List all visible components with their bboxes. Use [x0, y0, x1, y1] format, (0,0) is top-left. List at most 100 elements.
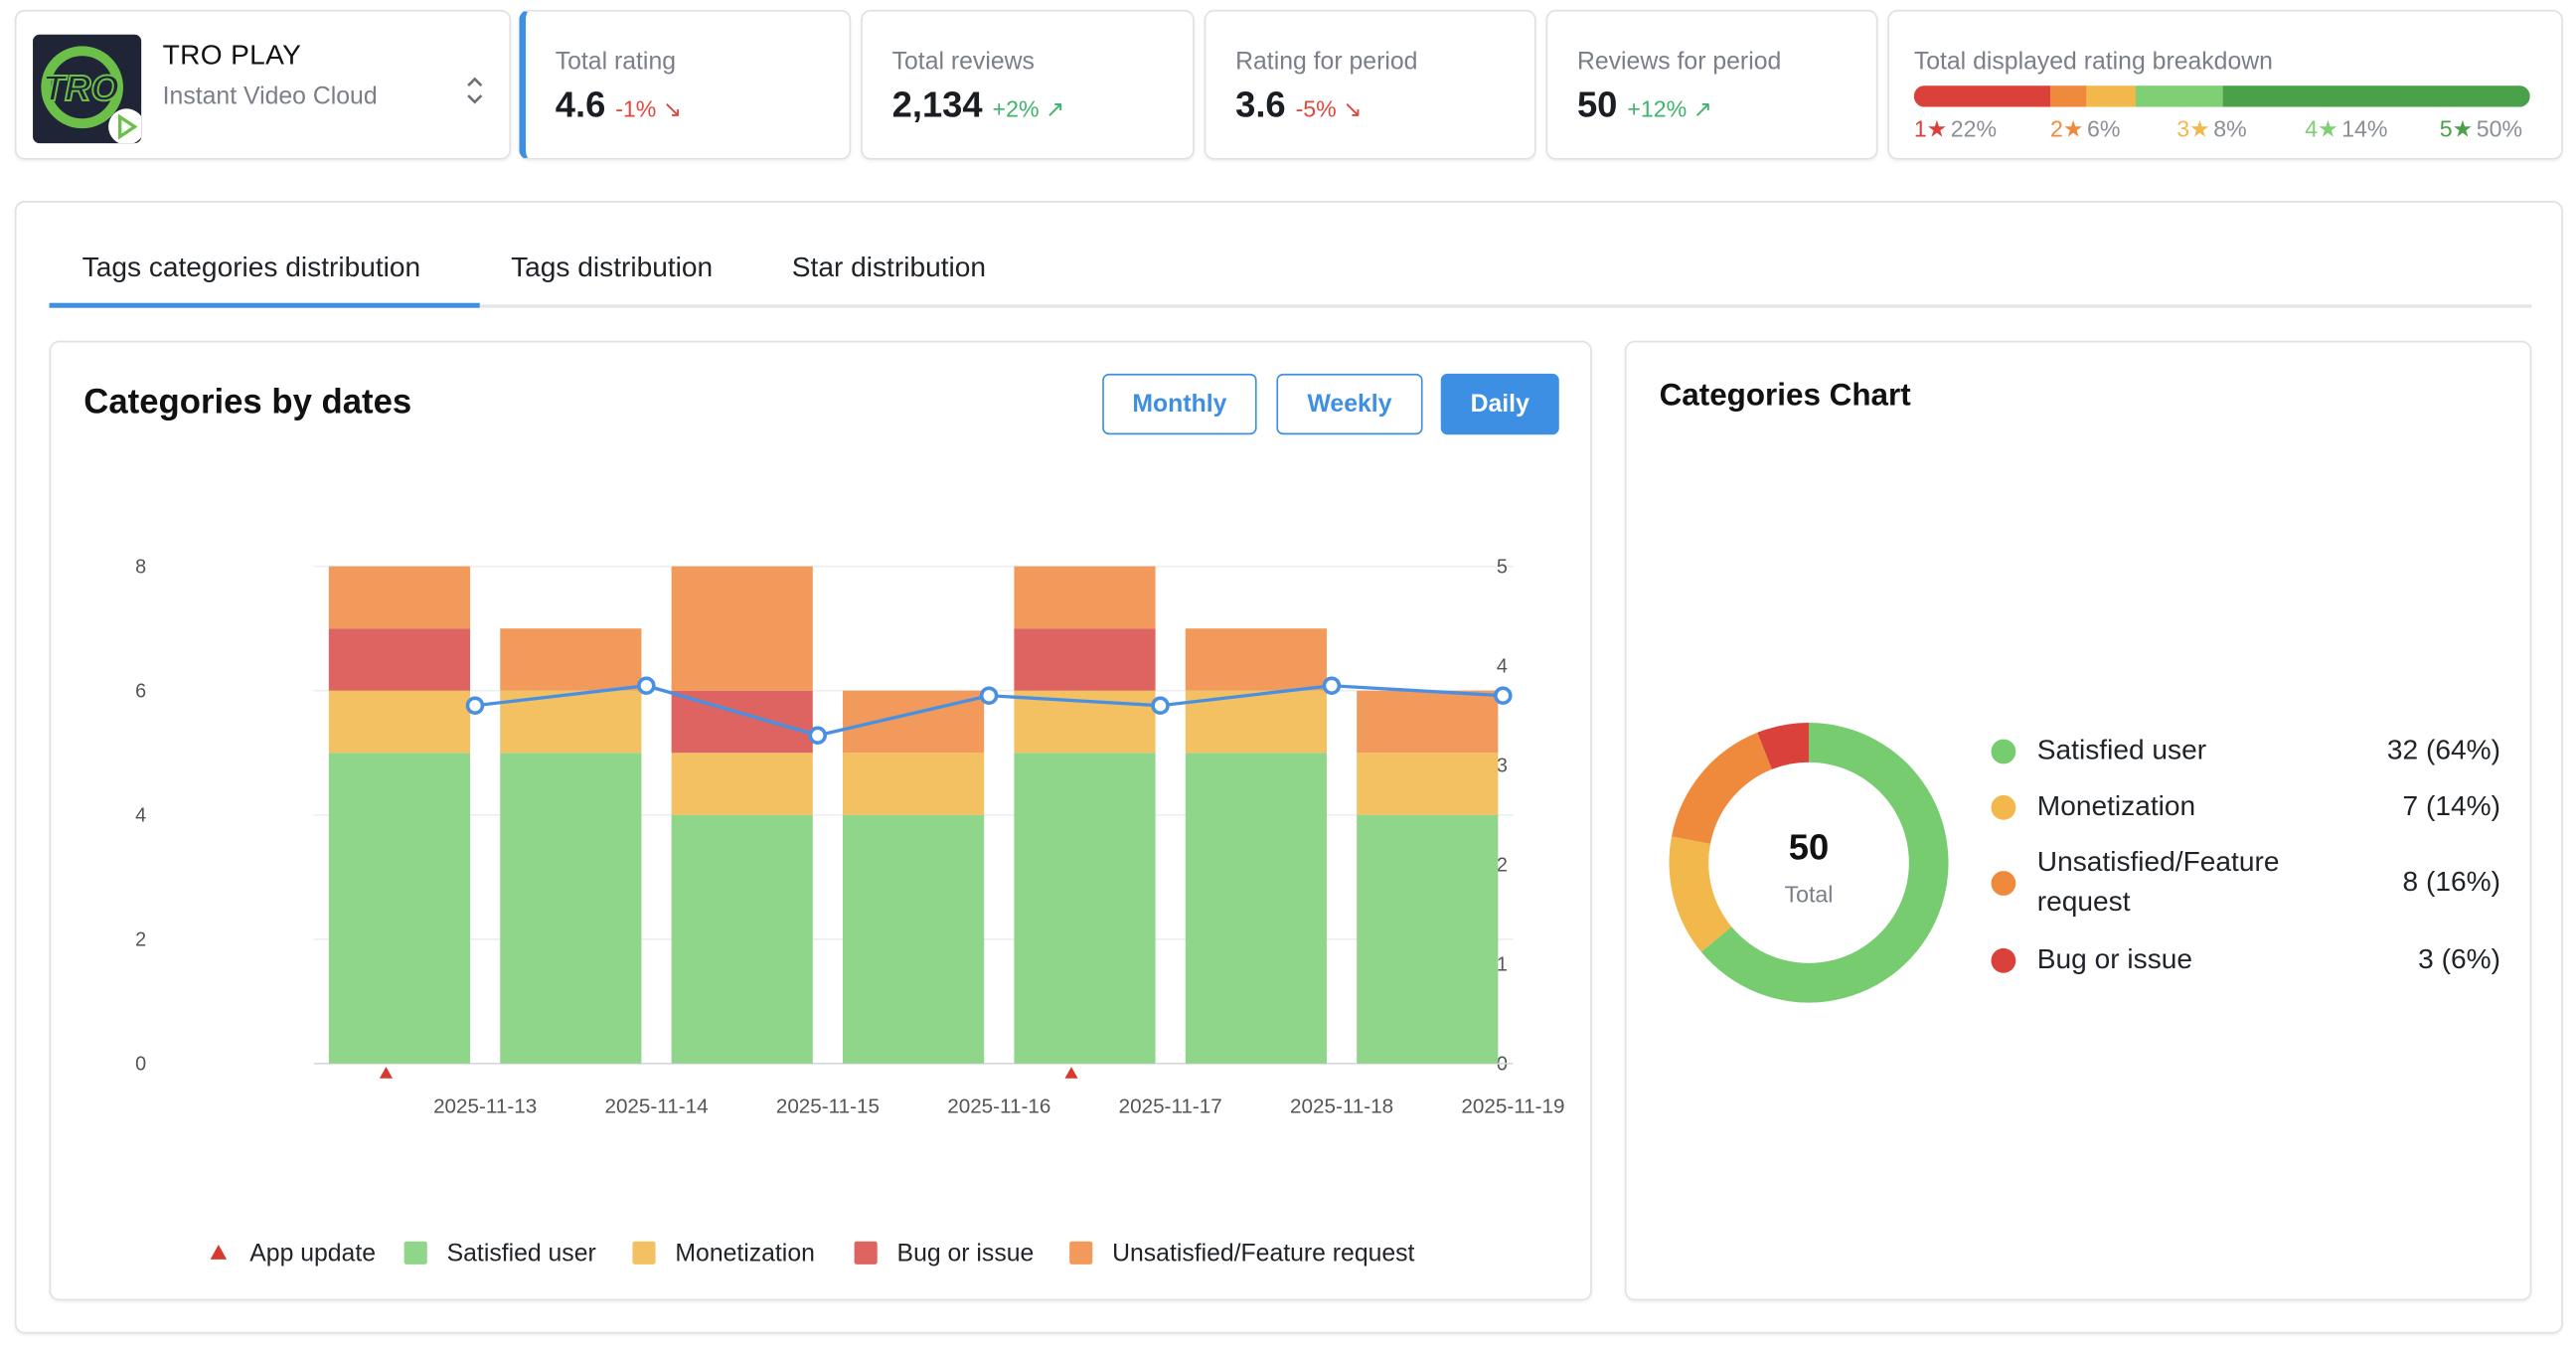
stat-label: Total reviews: [891, 48, 1035, 77]
bar-segment-monetization[interactable]: [843, 753, 985, 815]
bar-segment-unsatisfied-feature-request[interactable]: [328, 566, 471, 629]
legend-label: Unsatisfied/Feature request: [1112, 1241, 1414, 1267]
app-update-marker[interactable]: [1064, 1067, 1078, 1079]
bar-segment-unsatisfied-feature-request[interactable]: [671, 566, 813, 691]
y-right-tick-label: 4: [1497, 655, 1508, 677]
tab-tags-distribution[interactable]: Tags distribution: [511, 252, 714, 283]
breakdown-label-3-star: 3★ 8%: [2176, 115, 2246, 143]
bar-segment-satisfied-user[interactable]: [1185, 753, 1327, 1064]
star-label: 3★: [2176, 114, 2210, 142]
x-tick-label: 2025-11-19: [1461, 1096, 1564, 1118]
breakdown-label-1-star: 1★ 22%: [1914, 115, 1997, 143]
arrow-up-right-icon: ↗: [1692, 95, 1713, 122]
tab-star-distribution[interactable]: Star distribution: [791, 252, 987, 283]
legend-name: Unsatisfied/Feature request: [2036, 846, 2280, 918]
chevron-up-down-icon[interactable]: [463, 75, 486, 107]
weekly-button[interactable]: Weekly: [1276, 373, 1423, 435]
donut-slice-bug-or-issue[interactable]: [1757, 723, 1810, 769]
stat-delta: +2%: [992, 95, 1040, 122]
rating-point[interactable]: [979, 686, 999, 706]
legend-label: Bug or issue: [897, 1241, 1035, 1267]
rating-point[interactable]: [1494, 686, 1513, 706]
monthly-button[interactable]: Monthly: [1102, 373, 1257, 435]
arrow-down-right-icon: ↘: [662, 95, 683, 122]
rating-point[interactable]: [808, 726, 828, 746]
breakdown-segment-4-star: [2135, 85, 2222, 107]
legend-dot: [1991, 870, 2016, 896]
breakdown-segment-5-star: [2221, 85, 2530, 107]
legend-dot: [1991, 947, 2016, 972]
donut-slice-unsatisfied-feature-request[interactable]: [1671, 732, 1772, 844]
bar-segment-monetization[interactable]: [671, 753, 813, 815]
legend-dot: [1991, 794, 2016, 819]
app-update-marker[interactable]: [379, 1067, 394, 1079]
stat-label: Rating for period: [1235, 48, 1418, 77]
bar-segment-satisfied-user[interactable]: [671, 814, 813, 1064]
legend-count: 3 (6%): [2418, 942, 2500, 975]
bar-segment-unsatisfied-feature-request[interactable]: [500, 628, 642, 691]
rating-breakdown-card: Total displayed rating breakdown 1★ 22% 2★…: [1887, 9, 2563, 160]
active-tab-indicator: [49, 302, 480, 308]
legend-triangle-icon: [210, 1245, 228, 1260]
legend-name: Bug or issue: [2036, 942, 2193, 975]
app-logo: TRO: [33, 34, 142, 144]
bar-segment-unsatisfied-feature-request[interactable]: [1014, 566, 1156, 629]
bar-segment-bug-or-issue[interactable]: [328, 628, 471, 691]
bar-segment-satisfied-user[interactable]: [1014, 753, 1156, 1064]
bar-segment-satisfied-user[interactable]: [328, 753, 471, 1064]
stat-value: 4.6: [555, 84, 606, 125]
x-tick-label: 2025-11-14: [604, 1096, 708, 1118]
legend-name: Monetization: [2036, 789, 2196, 822]
daily-button[interactable]: Daily: [1440, 373, 1559, 435]
y-left-tick-label: 0: [135, 1053, 146, 1075]
y-right-tick-label: 1: [1497, 953, 1508, 975]
app-selector[interactable]: TRO TRO PLAY Instant Video Cloud: [14, 9, 512, 160]
rating-point[interactable]: [1151, 696, 1170, 716]
y-left-tick-label: 2: [135, 928, 146, 950]
stat-value: 3.6: [1235, 84, 1286, 125]
tab-tags-categories-distribution[interactable]: Tags categories distribution: [81, 252, 421, 283]
stat-label: Reviews for period: [1576, 48, 1782, 77]
star-label: 5★: [2439, 114, 2474, 142]
y-right-tick-label: 5: [1497, 556, 1508, 578]
legend-swatch: [403, 1241, 427, 1265]
stat-delta: +12%: [1627, 95, 1688, 122]
arrow-up-right-icon: ↗: [1045, 95, 1065, 122]
logo-text: TRO: [43, 68, 119, 108]
stat-rating-for-period: Rating for period 3.6 -5% ↘: [1204, 9, 1536, 160]
bar-segment-unsatisfied-feature-request[interactable]: [1357, 690, 1499, 754]
bar-segment-unsatisfied-feature-request[interactable]: [843, 690, 985, 754]
bar-segment-satisfied-user[interactable]: [1357, 814, 1499, 1064]
bar-segment-satisfied-user[interactable]: [843, 814, 985, 1064]
rating-point[interactable]: [1322, 676, 1342, 696]
x-tick-label: 2025-11-18: [1290, 1096, 1393, 1118]
bar-segment-unsatisfied-feature-request[interactable]: [1185, 628, 1327, 691]
legend-swatch: [1069, 1241, 1093, 1265]
donut-title: Categories Chart: [1659, 378, 1911, 414]
app-subtitle: Instant Video Cloud: [162, 82, 378, 110]
stat-reviews-for-period: Reviews for period 50 +12% ↗: [1545, 9, 1878, 160]
star-label: 4★: [2305, 114, 2338, 142]
bar-segment-monetization[interactable]: [328, 690, 471, 754]
bar-segment-bug-or-issue[interactable]: [1014, 628, 1156, 691]
breakdown-label-5-star: 5★ 50%: [2440, 115, 2522, 143]
arrow-down-right-icon: ↘: [1343, 95, 1363, 122]
rating-breakdown-bar: [1913, 85, 2530, 107]
x-tick-label: 2025-11-17: [1119, 1096, 1222, 1118]
y-left-tick-label: 8: [135, 556, 146, 578]
main-panel: Tags categories distribution Tags distri…: [14, 201, 2563, 1334]
categories-donut-chart: 50 Total: [1669, 723, 1949, 1003]
bar-segment-monetization[interactable]: [1357, 753, 1499, 815]
bar-segment-satisfied-user[interactable]: [500, 753, 642, 1064]
rating-point[interactable]: [637, 676, 656, 696]
star-label: 2★: [2050, 114, 2084, 142]
donut-total-value: 50: [1789, 826, 1829, 867]
stat-delta: -5%: [1295, 95, 1337, 122]
donut-slice-monetization[interactable]: [1669, 836, 1732, 952]
legend-name: Satisfied user: [2036, 734, 2207, 766]
donut-slice-satisfied-user[interactable]: [1700, 723, 1949, 1003]
rating-point[interactable]: [465, 696, 485, 716]
chart-title: Categories by dates: [83, 383, 412, 422]
x-tick-label: 2025-11-15: [776, 1096, 880, 1118]
star-percentage: 50%: [2476, 114, 2523, 142]
